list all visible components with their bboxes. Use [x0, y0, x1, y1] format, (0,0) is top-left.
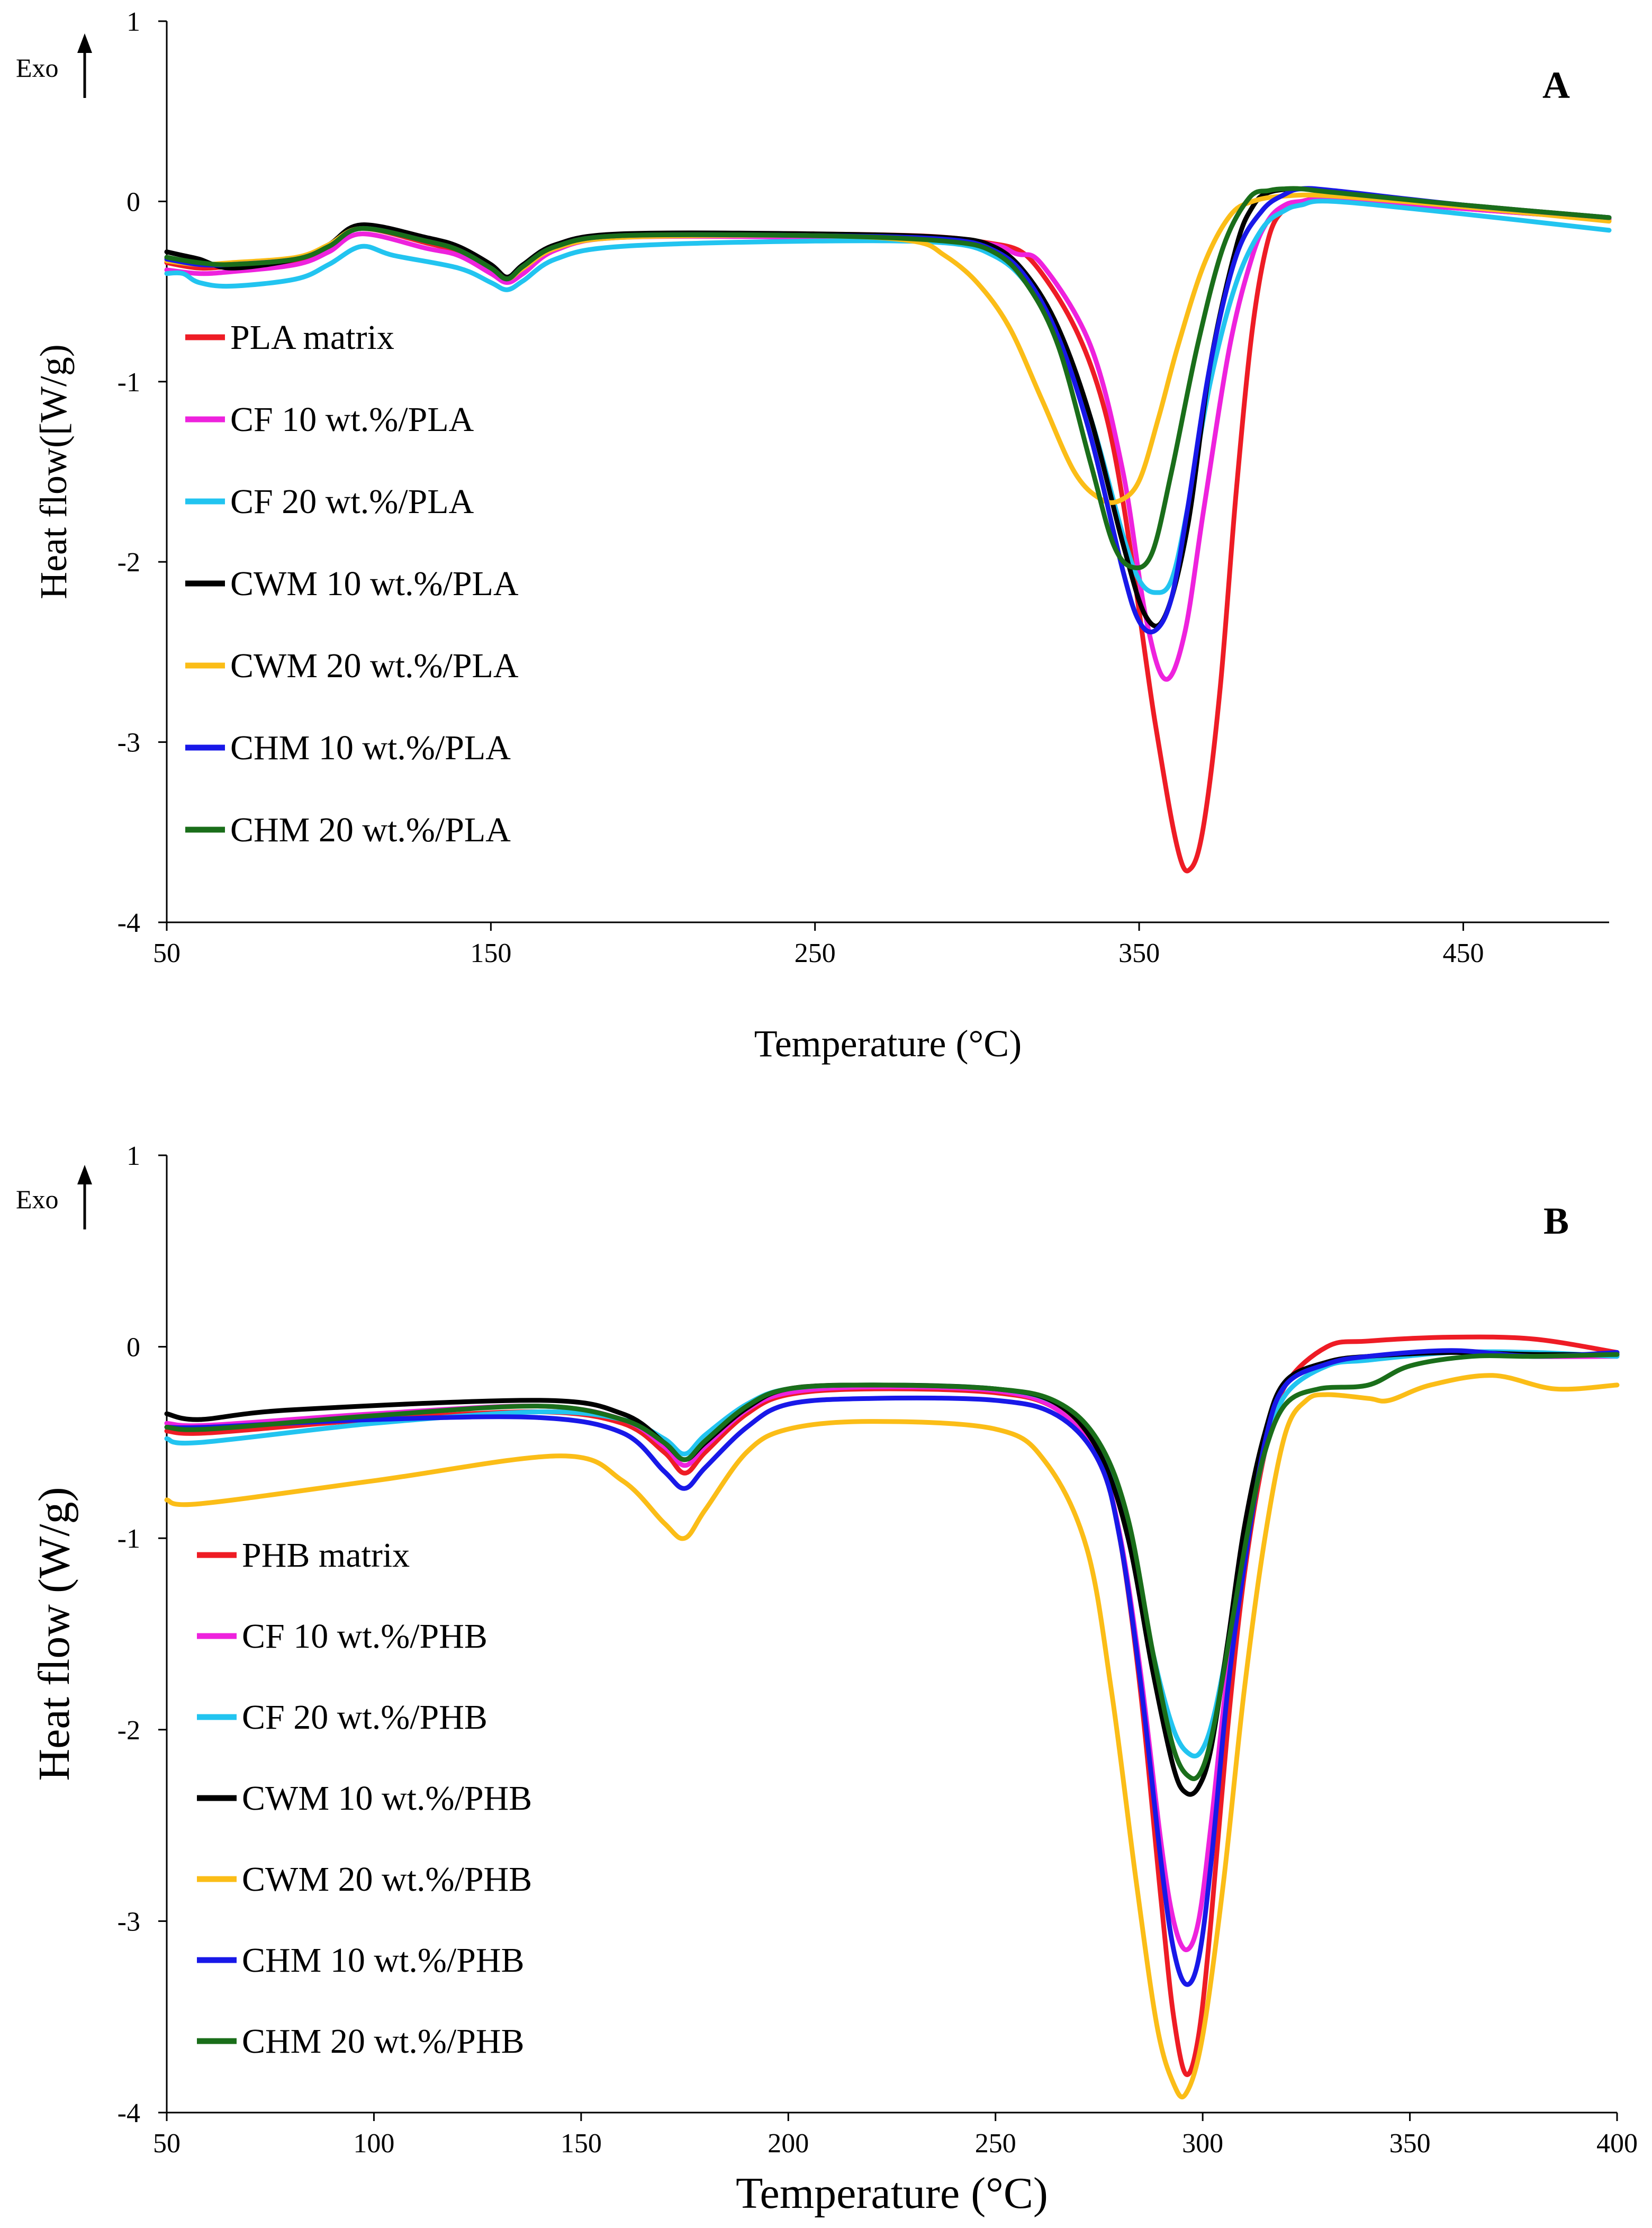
- y-tick-label: -1: [118, 367, 140, 398]
- series-line-6: [164, 186, 1612, 571]
- legend-label: CF 20 wt.%/PLA: [230, 482, 474, 521]
- panel-label: A: [1542, 64, 1570, 106]
- x-tick-label: 50: [153, 938, 180, 968]
- legend-label: CF 20 wt.%/PHB: [242, 1698, 488, 1737]
- series-line-4: [164, 1373, 1620, 2099]
- series-line-0: [164, 196, 1612, 874]
- y-tick-label: -2: [118, 547, 140, 578]
- x-tick-label: 100: [353, 2128, 394, 2159]
- legend-label: PHB matrix: [242, 1536, 410, 1575]
- x-axis-title: Temperature (°C): [736, 2169, 1048, 2218]
- exo-arrowhead-icon: [77, 1165, 92, 1184]
- x-tick-label: 50: [153, 2128, 180, 2159]
- y-tick-label: -1: [118, 1524, 140, 1554]
- panel-label: B: [1543, 1200, 1569, 1242]
- x-tick-label: 350: [1389, 2128, 1431, 2159]
- legend-label: CWM 10 wt.%/PLA: [230, 564, 519, 603]
- y-tick-label: -4: [118, 908, 140, 938]
- y-axis-title: Heat flow([W/g): [32, 344, 75, 599]
- series-line-3: [164, 1350, 1620, 1797]
- legend-label: PLA matrix: [230, 318, 394, 357]
- x-tick-label: 200: [768, 2128, 809, 2159]
- legend-label: CF 10 wt.%/PLA: [230, 400, 474, 439]
- chart-panel-B: 50 100 150 200 250 300 350 400 1 0 -1 -2 -3 -4 Tempera…: [16, 1141, 1638, 2218]
- exo-label: Exo: [16, 1184, 59, 1214]
- y-tick-label: -2: [118, 1715, 140, 1746]
- x-tick-label: 150: [561, 2128, 602, 2159]
- y-tick-label: 1: [127, 7, 140, 37]
- chart-panel-A: 50 150 250 350 450 1 0 -1 -2 -3 -4 Temperature (°C)…: [16, 7, 1612, 1065]
- x-tick-label: 250: [795, 938, 836, 968]
- y-tick-label: -4: [118, 2098, 140, 2128]
- x-tick-label: 450: [1442, 938, 1484, 968]
- x-tick-label: 400: [1596, 2128, 1638, 2159]
- y-tick-label: 0: [127, 187, 140, 217]
- legend-label: CHM 20 wt.%/PHB: [242, 2022, 525, 2061]
- exo-label: Exo: [16, 53, 59, 83]
- x-tick-label: 150: [470, 938, 511, 968]
- series-line-5: [164, 1348, 1620, 1987]
- legend-label: CHM 10 wt.%/PHB: [242, 1941, 525, 1980]
- y-tick-label: -3: [118, 1907, 140, 1937]
- legend-label: CHM 20 wt.%/PLA: [230, 811, 511, 849]
- legend-label: CWM 10 wt.%/PHB: [242, 1779, 532, 1818]
- y-axis-title: Heat flow (W/g): [30, 1487, 79, 1781]
- y-tick-label: -3: [118, 728, 140, 758]
- x-axis-title: Temperature (°C): [754, 1022, 1022, 1065]
- x-tick-label: 250: [975, 2128, 1016, 2159]
- legend-label: CWM 20 wt.%/PLA: [230, 646, 519, 685]
- legend-label: CWM 20 wt.%/PHB: [242, 1860, 532, 1899]
- y-tick-label: 1: [127, 1141, 140, 1171]
- x-tick-label: 300: [1182, 2128, 1223, 2159]
- series-line-2: [164, 199, 1612, 595]
- series-line-1: [164, 196, 1612, 682]
- exo-arrowhead-icon: [77, 33, 92, 53]
- legend-label: CHM 10 wt.%/PLA: [230, 729, 511, 767]
- legend-label: CF 10 wt.%/PHB: [242, 1617, 488, 1656]
- x-tick-label: 350: [1118, 938, 1160, 968]
- series-line-6: [164, 1352, 1620, 1781]
- y-tick-label: 0: [127, 1333, 140, 1363]
